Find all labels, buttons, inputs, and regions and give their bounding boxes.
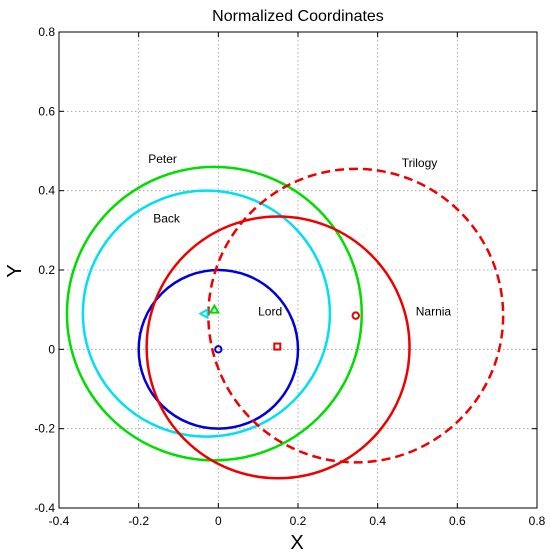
marker-square-3 (273, 342, 282, 351)
annotation-lord: Lord (258, 305, 282, 319)
x-axis-label: X (290, 532, 303, 554)
marker-circle-0 (214, 345, 223, 354)
circle-4 (207, 167, 505, 464)
x-tick-label: -0.4 (49, 514, 70, 528)
x-tick-label: 0.8 (529, 514, 546, 528)
marker-circle-4 (351, 311, 360, 320)
y-tick-label: 0 (48, 342, 55, 356)
annotation-trilogy: Trilogy (402, 156, 438, 170)
y-tick-label: -0.4 (34, 501, 55, 515)
y-tick-label: 0.2 (38, 263, 55, 277)
y-tick-label: 0.6 (38, 104, 55, 118)
y-axis-label: Y (4, 264, 26, 277)
y-tick-label: 0.4 (38, 184, 55, 198)
y-tick-label: -0.2 (34, 422, 55, 436)
circles-layer (65, 165, 505, 480)
x-tick-label: 0.4 (369, 514, 386, 528)
annotations-layer: Peter Back Lord Narnia Trilogy (148, 152, 451, 319)
chart-title: Normalized Coordinates (212, 8, 384, 25)
circle-0 (137, 268, 300, 430)
annotation-narnia: Narnia (416, 305, 452, 319)
tick-marks (58, 31, 538, 509)
x-tick-label: 0.2 (290, 514, 307, 528)
x-tick-label: 0 (215, 514, 222, 528)
circle-2 (65, 165, 363, 462)
circle-1 (81, 189, 332, 438)
tick-labels: -0.4 -0.2 0 0.2 0.4 0.6 0.8 -0.4 -0.2 0 0.2 0.4 0.6 0… (34, 25, 545, 528)
annotation-peter: Peter (148, 152, 177, 166)
circle-3 (145, 215, 411, 480)
markers-layer (198, 303, 360, 354)
x-tick-label: -0.2 (128, 514, 149, 528)
marker-triangle-up-2 (208, 303, 221, 314)
x-tick-label: 0.6 (449, 514, 466, 528)
y-tick-label: 0.8 (38, 25, 55, 39)
annotation-back: Back (153, 211, 181, 225)
marker-triangle-left-1 (198, 307, 209, 320)
